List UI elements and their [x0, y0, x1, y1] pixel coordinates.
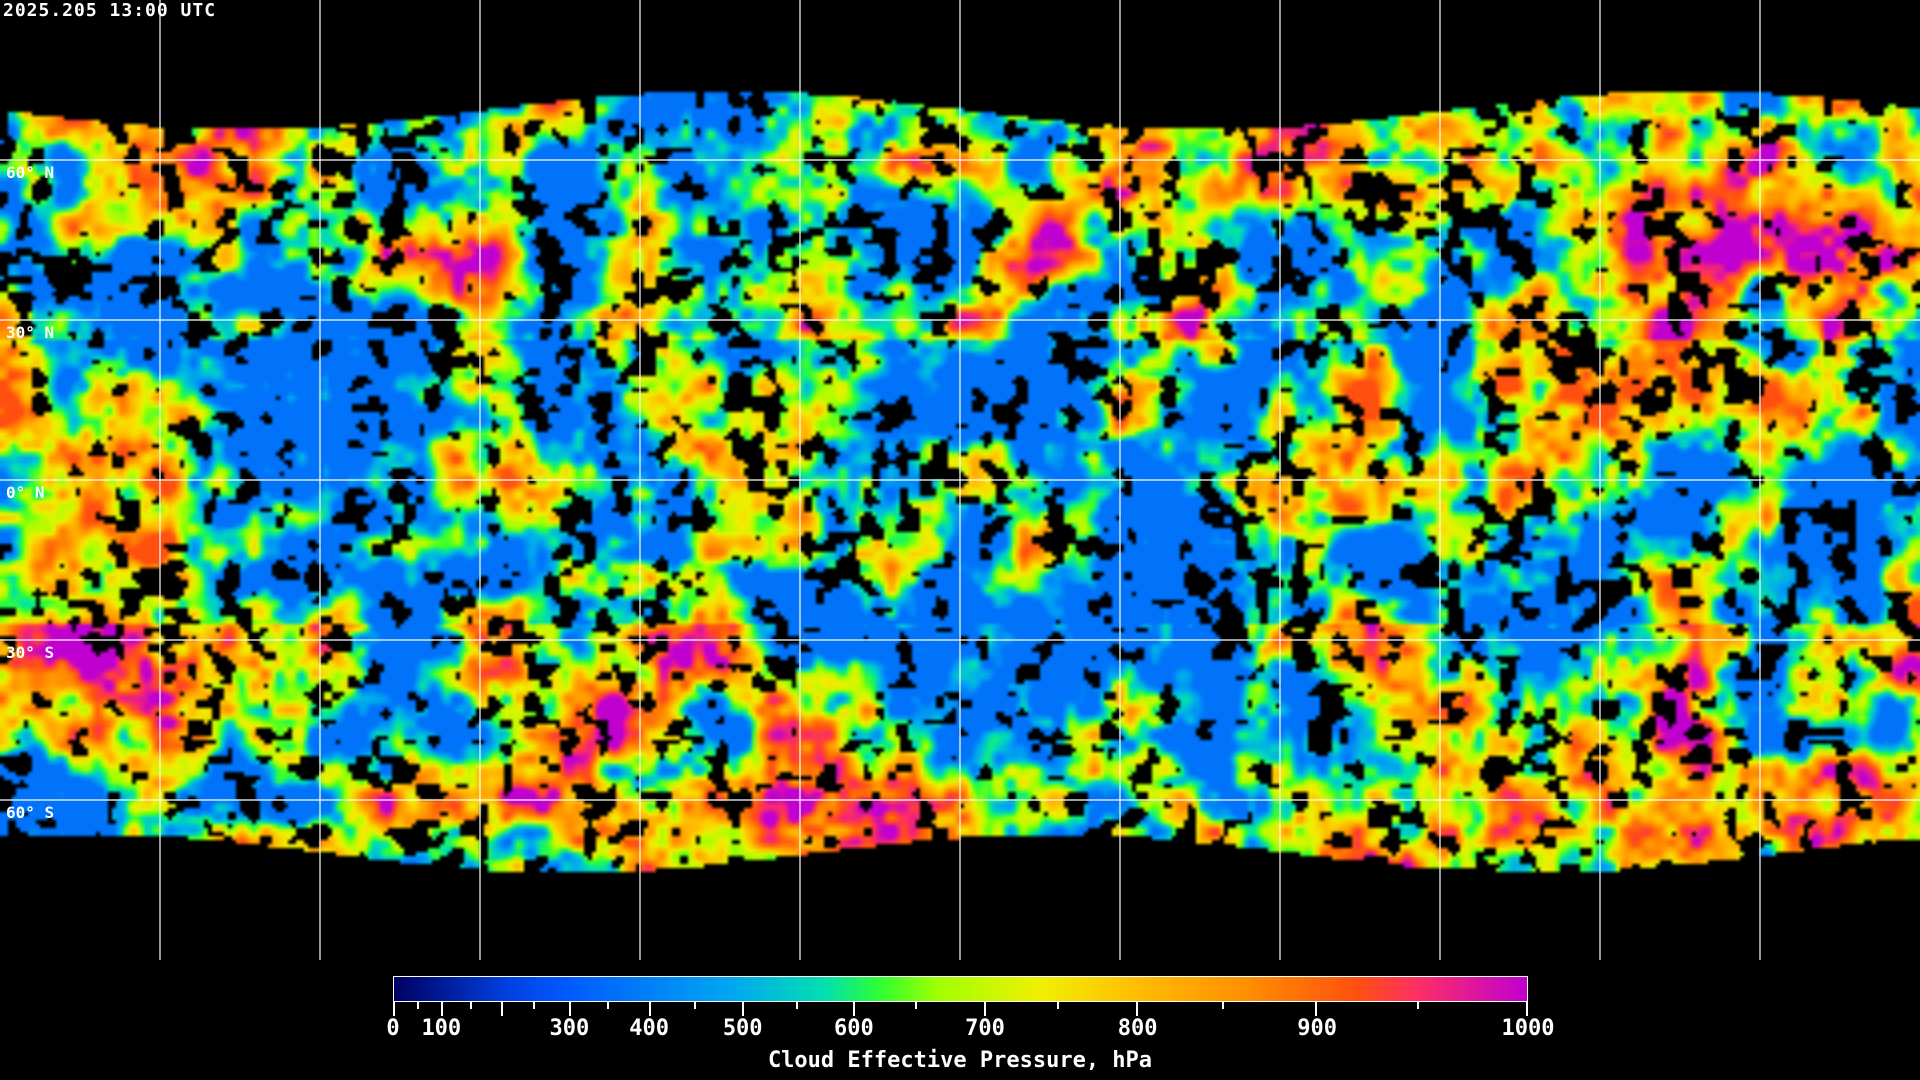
colorbar-tick [416, 1002, 419, 1009]
colorbar-tick [1222, 1002, 1225, 1009]
colorbar [393, 976, 1528, 1002]
colorbar-ticks [393, 1002, 1528, 1016]
colorbar-tick [441, 1002, 444, 1016]
colorbar-tick [983, 1002, 986, 1016]
colorbar-tick [1136, 1002, 1139, 1016]
colorbar-tick [533, 1002, 536, 1009]
lat-label-30n: 30° N [6, 323, 55, 342]
colorbar-tick [1315, 1002, 1318, 1016]
colorbar-tick [393, 1002, 395, 1016]
colorbar-tick [915, 1002, 918, 1009]
colorbar-tick-label: 500 [722, 1016, 763, 1041]
lat-label-30s: 30° S [6, 643, 55, 662]
cloud-pressure-map [0, 0, 1920, 960]
colorbar-tick [1526, 1002, 1528, 1016]
colorbar-title: Cloud Effective Pressure, hPa [767, 1048, 1153, 1073]
colorbar-tick [569, 1002, 572, 1016]
colorbar-tick [795, 1002, 798, 1009]
lat-label-0: 0° N [6, 483, 45, 502]
colorbar-tick [853, 1002, 856, 1016]
colorbar-tick-label: 600 [834, 1016, 874, 1041]
colorbar-tick [742, 1002, 745, 1016]
colorbar-tick-label: 900 [1297, 1016, 1337, 1041]
colorbar-tick-label: 1000 [1501, 1016, 1555, 1041]
colorbar-tick-label: 400 [629, 1016, 670, 1041]
colorbar-tick [693, 1002, 696, 1009]
colorbar-tick-label: 800 [1117, 1016, 1158, 1041]
lat-label-60n: 60° N [6, 163, 55, 182]
colorbar-tick [648, 1002, 651, 1016]
colorbar-tick [1416, 1002, 1419, 1009]
colorbar-tick-label: 100 [421, 1016, 462, 1041]
colorbar-tick-label: 0 [386, 1016, 400, 1041]
colorbar-tick [500, 1002, 503, 1016]
colorbar-tick [607, 1002, 610, 1009]
colorbar-tick [470, 1002, 473, 1009]
colorbar-tick-label: 300 [549, 1016, 590, 1041]
timestamp: 2025.205 13:00 UTC [3, 0, 217, 21]
colorbar-tick-label: 700 [965, 1016, 1005, 1041]
colorbar-tick [1057, 1002, 1060, 1009]
lat-lon-grid [0, 0, 1920, 960]
lat-label-60s: 60° S [6, 803, 55, 822]
